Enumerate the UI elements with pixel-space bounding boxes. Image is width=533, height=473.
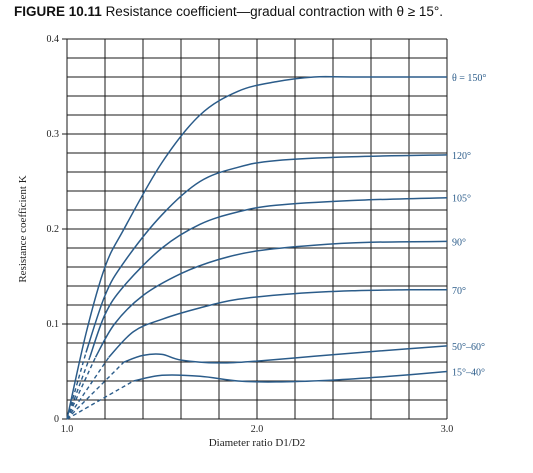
curve-label: 120° (452, 151, 471, 162)
x-tick-label: 2.0 (251, 424, 264, 435)
x-axis-title: Diameter ratio D1/D2 (209, 437, 306, 449)
curve-label: 90° (452, 237, 466, 248)
figure-title: FIGURE 10.11 Resistance coefficient—grad… (14, 4, 443, 19)
curves (66, 75, 448, 420)
curve-line (89, 196, 448, 358)
curve-label: 15°–40° (452, 368, 485, 379)
curve-label: 70° (452, 286, 466, 297)
curve-dashed-segment (66, 356, 110, 420)
tick-labels: 0 0.1 0.2 0.3 0.4 1.0 2.0 3.0 (47, 34, 454, 435)
curve-line (123, 345, 448, 364)
curve-label: 105° (452, 194, 471, 205)
curve-line (133, 370, 448, 383)
curve-dashed-segment (66, 352, 87, 420)
y-tick-label: 0.4 (47, 34, 60, 45)
curve-line (66, 75, 447, 420)
figure-caption: Resistance coefficient—gradual contracti… (105, 4, 444, 19)
grid (62, 38, 448, 420)
curve-line (108, 288, 448, 358)
curve-label: 50°–60° (452, 342, 485, 353)
y-tick-label: 0.1 (47, 319, 60, 330)
y-axis-title: Resistance coefficient K (17, 175, 29, 282)
y-tick-label: 0.3 (47, 129, 60, 140)
y-tick-label: 0 (54, 414, 59, 425)
figure-number: FIGURE 10.11 (14, 4, 102, 19)
curve-dashed-segment (66, 357, 97, 420)
x-tick-label: 3.0 (441, 424, 454, 435)
y-tick-label: 0.2 (47, 224, 60, 235)
curve-line (85, 154, 448, 353)
curve-labels: θ = 150° 120° 105° 90° 70° 50°–60° 15°–40° (452, 73, 486, 379)
curve-dashed-segment (66, 380, 134, 420)
curve-line (94, 240, 448, 358)
curve-label: θ = 150° (452, 73, 486, 84)
x-tick-label: 1.0 (61, 424, 74, 435)
